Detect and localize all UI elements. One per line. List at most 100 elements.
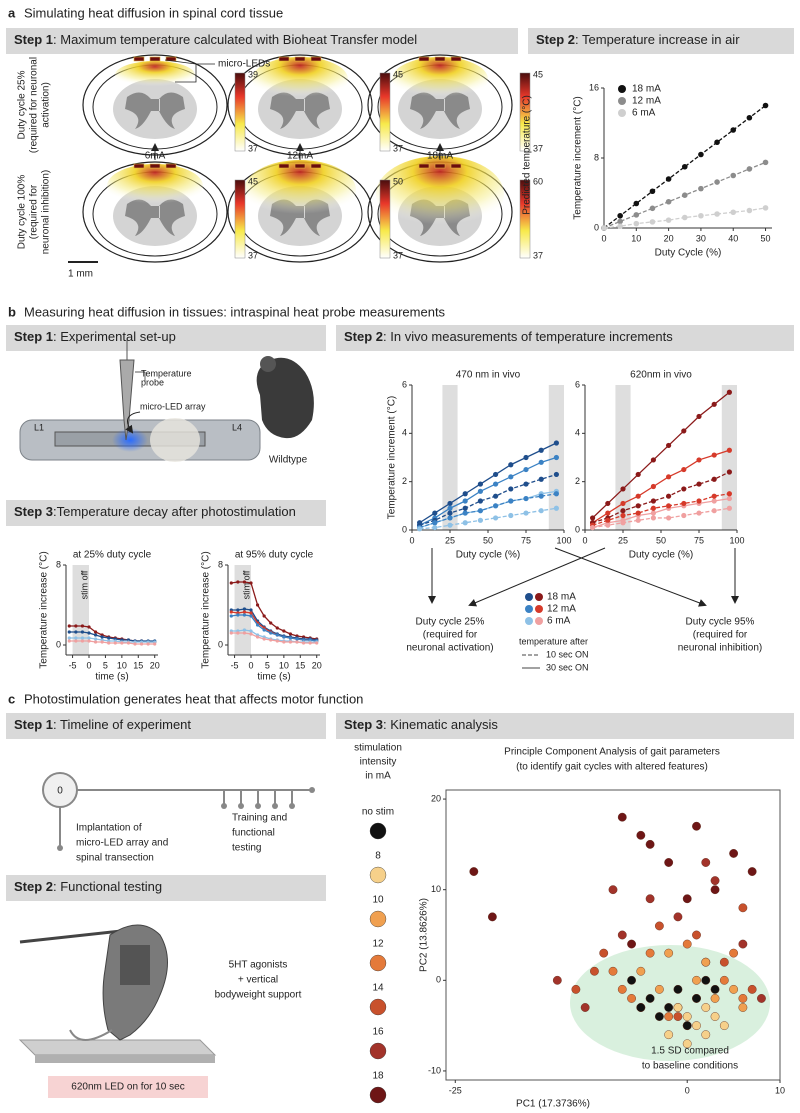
cord-outline: [82, 161, 228, 263]
point: [738, 939, 748, 949]
timeline-end: [238, 803, 244, 809]
led-note: 620nm LED on for 10 sec: [71, 1082, 184, 1093]
series-line: [419, 473, 557, 526]
point: [692, 821, 701, 831]
vertebra-label: L1: [34, 422, 44, 432]
point: [67, 636, 71, 640]
point: [477, 508, 483, 514]
point: [608, 885, 618, 895]
step-bar: [336, 325, 794, 351]
point: [87, 625, 91, 629]
legend-marker: [535, 605, 543, 613]
x-tick-label: 10: [631, 233, 641, 243]
x-tick-label: 100: [729, 535, 744, 545]
support-rod: [19, 928, 131, 944]
timeline-note: functional: [232, 828, 275, 839]
point: [74, 639, 78, 643]
step-text: : Kinematic analysis: [383, 717, 498, 732]
heat-glow: [252, 57, 348, 101]
point: [635, 517, 641, 523]
legend-marker: [618, 109, 626, 117]
micro-led: [294, 163, 306, 169]
point: [493, 471, 499, 478]
legend-label: 12: [372, 939, 384, 950]
point: [692, 994, 701, 1003]
micro-led: [294, 56, 306, 62]
row-label: neuronal inhibition): [41, 170, 52, 255]
point: [462, 510, 468, 516]
x-tick-label: -5: [69, 660, 77, 670]
point: [523, 495, 529, 502]
x-axis-label: PC1 (17.3736%): [516, 1099, 590, 1110]
heat-glow: [107, 164, 203, 208]
x-tick-label: 15: [133, 660, 143, 670]
colorbar-min: 37: [533, 143, 543, 153]
chart-title: Principle Component Analysis of gait par…: [504, 747, 720, 758]
step-text: : Maximum temperature calculated with Bi…: [53, 32, 417, 47]
point: [633, 200, 640, 207]
ellipse-note: to baseline conditions: [642, 1061, 738, 1072]
y-tick-label: 6: [575, 379, 580, 389]
point: [74, 636, 78, 640]
point: [67, 630, 71, 634]
point: [711, 401, 717, 407]
step-bar: [528, 28, 794, 54]
point: [262, 614, 266, 618]
note: (required for: [693, 630, 748, 641]
point: [508, 512, 514, 519]
step-title: Step 2: Functional testing: [14, 879, 162, 894]
note: Duty cycle 95%: [686, 617, 755, 628]
step-number: Step 3: [14, 504, 53, 519]
colorbar-min: 37: [248, 250, 258, 260]
point: [477, 488, 483, 494]
series-line: [592, 449, 730, 524]
legend-label: 18 mA: [547, 592, 576, 603]
treadmill: [18, 1039, 217, 1056]
point: [681, 163, 688, 170]
point: [282, 640, 286, 644]
point: [617, 930, 627, 940]
point: [666, 442, 672, 449]
point: [681, 192, 688, 198]
point: [692, 930, 701, 940]
gray-matter: [270, 92, 330, 129]
point: [666, 493, 672, 499]
point: [608, 966, 618, 976]
point: [107, 641, 111, 645]
point: [553, 454, 560, 461]
panel-title: Photostimulation generates heat that aff…: [24, 691, 363, 706]
step-number: Step 1: [14, 717, 53, 732]
panel-letter: c: [8, 691, 15, 706]
micro-led: [450, 56, 462, 62]
point: [432, 524, 438, 531]
point: [229, 614, 233, 618]
legend-marker: [369, 998, 387, 1016]
y-tick-label: 8: [56, 559, 61, 569]
point: [664, 948, 674, 958]
point: [275, 633, 279, 637]
point: [692, 1021, 701, 1031]
micro-led: [133, 56, 145, 62]
point: [635, 493, 641, 499]
point: [229, 631, 233, 635]
legend-label: 6 mA: [547, 616, 571, 627]
timeline-note: Training and: [232, 813, 287, 824]
x-tick-label: 10: [775, 1085, 785, 1095]
point: [523, 466, 529, 473]
colorbar-min: 37: [533, 250, 543, 260]
step-title: Step 2: Temperature increase in air: [536, 32, 740, 47]
point: [620, 512, 626, 519]
heat-glow: [392, 57, 488, 101]
legend-marker: [369, 1086, 387, 1104]
legend-label: 12 mA: [632, 96, 661, 107]
row-label: Duty cycle 25%: [17, 70, 28, 139]
point: [605, 510, 611, 516]
legend-title: in mA: [365, 771, 391, 782]
point: [417, 526, 423, 532]
legend-label: 14: [372, 983, 384, 994]
point: [538, 476, 544, 482]
x-tick-label: 50: [483, 535, 493, 545]
y-axis-label: Temperature increase (°C): [201, 551, 212, 668]
point: [710, 984, 720, 994]
panel-letter: b: [8, 304, 16, 319]
